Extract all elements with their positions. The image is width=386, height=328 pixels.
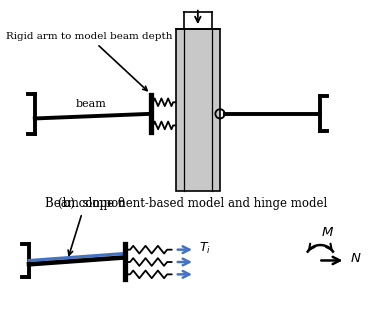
Text: Beam slope θ: Beam slope θ bbox=[45, 197, 125, 255]
Text: $T_i$: $T_i$ bbox=[199, 241, 211, 256]
Text: beam: beam bbox=[75, 99, 106, 109]
Text: $M$: $M$ bbox=[321, 226, 334, 239]
Text: Rigid arm to model beam depth: Rigid arm to model beam depth bbox=[6, 32, 172, 91]
Text: $N$: $N$ bbox=[350, 253, 362, 265]
Text: (b) component-based model and hinge model: (b) component-based model and hinge mode… bbox=[58, 197, 328, 210]
Bar bbox=[176, 29, 220, 191]
